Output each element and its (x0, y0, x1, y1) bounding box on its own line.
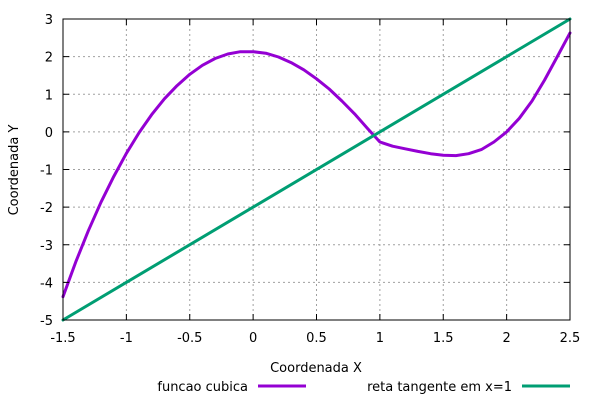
series-line-1 (61, 31, 572, 299)
series-layer (61, 17, 572, 322)
legend-label-series-2: reta tangente em x=1 (367, 380, 512, 395)
y-tick-label: -2 (40, 201, 53, 216)
x-tick-label: 0 (249, 331, 257, 346)
y-tick-label: -3 (40, 239, 53, 254)
grid (63, 19, 570, 320)
x-axis-label: Coordenada X (270, 361, 362, 376)
legend-label-series-1: funcao cubica (157, 380, 248, 395)
x-tick-label: -1 (120, 331, 133, 346)
x-tick-label: 1 (376, 331, 384, 346)
y-tick-label: -5 (40, 314, 53, 329)
x-tick-label: 0.5 (306, 331, 327, 346)
y-tick-label: -4 (40, 276, 53, 291)
x-tick-label: 2.5 (560, 331, 581, 346)
y-tick-label: 2 (45, 51, 53, 66)
series-line-2 (61, 17, 572, 322)
y-tick-label: -1 (40, 164, 53, 179)
y-tick-label: 0 (45, 126, 53, 141)
x-tick-label: 2 (502, 331, 510, 346)
y-tick-label: 3 (45, 13, 53, 28)
x-tick-label: -1.5 (50, 331, 75, 346)
y-tick-label: 1 (45, 88, 53, 103)
x-tick-label: 1.5 (433, 331, 454, 346)
y-axis-label: Coordenada Y (7, 125, 22, 216)
legend: funcao cubica reta tangente em x=1 (157, 380, 570, 395)
x-tick-label: -0.5 (177, 331, 202, 346)
ticks: -1.5 -1 -0.5 0 0.5 1 1.5 2 2.5 -5 -4 -3 -2 -1 0 1 2 3 (40, 13, 580, 346)
